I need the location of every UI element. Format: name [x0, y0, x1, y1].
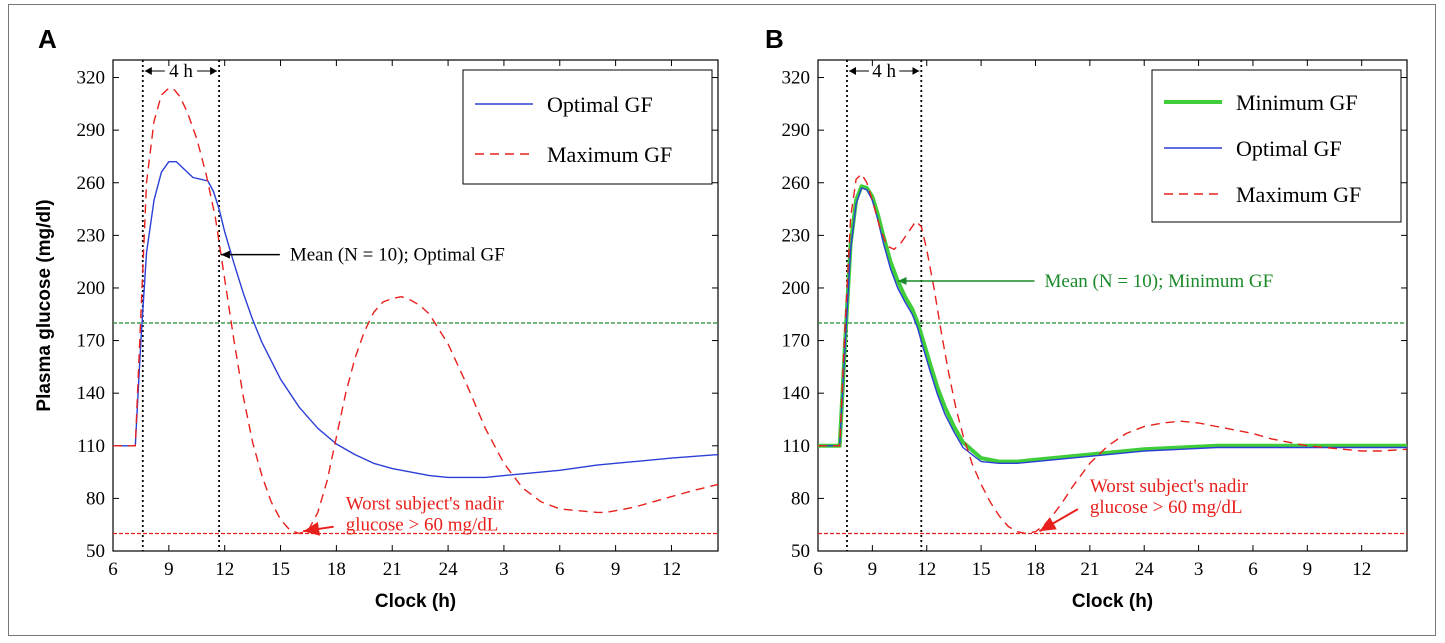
x-tick-label: 15 — [972, 559, 991, 580]
annotation-arrow — [1038, 508, 1079, 533]
series-line — [818, 173, 1408, 535]
x-axis-label: Clock (h) — [375, 591, 456, 612]
y-tick-label: 50 — [86, 541, 105, 562]
y-tick-label: 320 — [77, 68, 106, 89]
y-tick-label: 50 — [791, 541, 810, 562]
y-axis-label: Plasma glucose (mg/dl) — [34, 199, 55, 411]
y-tick-label: 170 — [77, 331, 106, 352]
annotation-text: glucose > 60 mg/dL — [346, 515, 499, 536]
y-tick-label: 170 — [782, 331, 811, 352]
x-tick-label: 6 — [108, 559, 118, 580]
panel-label: B — [765, 24, 784, 54]
legend-entry: Maximum GF — [547, 142, 672, 167]
x-tick-label: 12 — [215, 559, 234, 580]
x-tick-label: 21 — [383, 559, 402, 580]
plot-area — [112, 59, 719, 552]
annotation-text: Mean (N = 10); Minimum GF — [1045, 271, 1274, 292]
x-tick-label: 15 — [271, 559, 290, 580]
x-tick-label: 21 — [1080, 559, 1099, 580]
x-tick-label: 6 — [555, 559, 565, 580]
y-tick-label: 110 — [782, 436, 810, 457]
y-tick-label: 140 — [77, 383, 106, 404]
panel-a: 50 80 110 140 170 200 230 260 290 320 6 9 12 15 18 21 24… — [34, 24, 719, 612]
x-tick-label: 24 — [1135, 559, 1155, 580]
series-line — [818, 184, 1407, 464]
y-tick-label: 260 — [782, 173, 811, 194]
annotation-arrow — [303, 521, 334, 536]
x-tick-label: 9 — [868, 559, 878, 580]
annotation-text: Worst subject's nadir — [1090, 476, 1249, 497]
x-tick-label: 18 — [327, 559, 346, 580]
legend-entry: Optimal GF — [1236, 136, 1342, 161]
x-tick-label: 3 — [499, 559, 509, 580]
x-axis-label: Clock (h) — [1072, 591, 1153, 612]
series-line — [818, 187, 1407, 464]
series-line — [113, 87, 719, 535]
panel-label: A — [38, 24, 57, 54]
legend-box — [1151, 69, 1402, 223]
x-tick-label: 9 — [1303, 559, 1313, 580]
y-tick-label: 290 — [782, 120, 811, 141]
annotation-text: glucose > 60 mg/dL — [1090, 497, 1243, 518]
y-tick-label: 230 — [77, 225, 106, 246]
legend-box — [462, 69, 713, 185]
x-tick-label: 6 — [1248, 559, 1258, 580]
series-line — [113, 160, 719, 479]
legend-entry: Optimal GF — [547, 92, 653, 117]
legend-entry: Maximum GF — [1236, 182, 1361, 207]
y-tick-label: 260 — [77, 173, 106, 194]
y-tick-label: 200 — [782, 278, 811, 299]
interval-label: 4 h — [872, 61, 896, 82]
y-tick-label: 320 — [782, 68, 811, 89]
y-tick-label: 200 — [77, 278, 106, 299]
x-tick-label: 24 — [439, 559, 459, 580]
panel-b: 50 80 110 140 170 200 230 260 290 320 6 9 12 15 18 21 24… — [765, 24, 1408, 612]
plot-area — [817, 59, 1408, 552]
interval-label: 4 h — [169, 61, 193, 82]
y-tick-label: 140 — [782, 383, 811, 404]
x-tick-label: 6 — [813, 559, 823, 580]
y-tick-label: 230 — [782, 225, 811, 246]
y-tick-label: 290 — [77, 120, 106, 141]
annotation-text: Mean (N = 10); Optimal GF — [290, 245, 505, 266]
x-tick-label: 12 — [917, 559, 936, 580]
x-tick-label: 9 — [611, 559, 621, 580]
y-tick-label: 110 — [77, 436, 105, 457]
x-tick-label: 9 — [164, 559, 174, 580]
figure-frame — [8, 4, 1436, 636]
legend-entry: Minimum GF — [1236, 90, 1358, 115]
x-tick-label: 12 — [1352, 559, 1371, 580]
y-tick-label: 80 — [791, 488, 810, 509]
y-tick-label: 80 — [86, 488, 105, 509]
x-tick-label: 18 — [1026, 559, 1045, 580]
x-tick-label: 3 — [1194, 559, 1204, 580]
x-tick-label: 12 — [662, 559, 681, 580]
annotation-text: Worst subject's nadir — [346, 494, 505, 515]
